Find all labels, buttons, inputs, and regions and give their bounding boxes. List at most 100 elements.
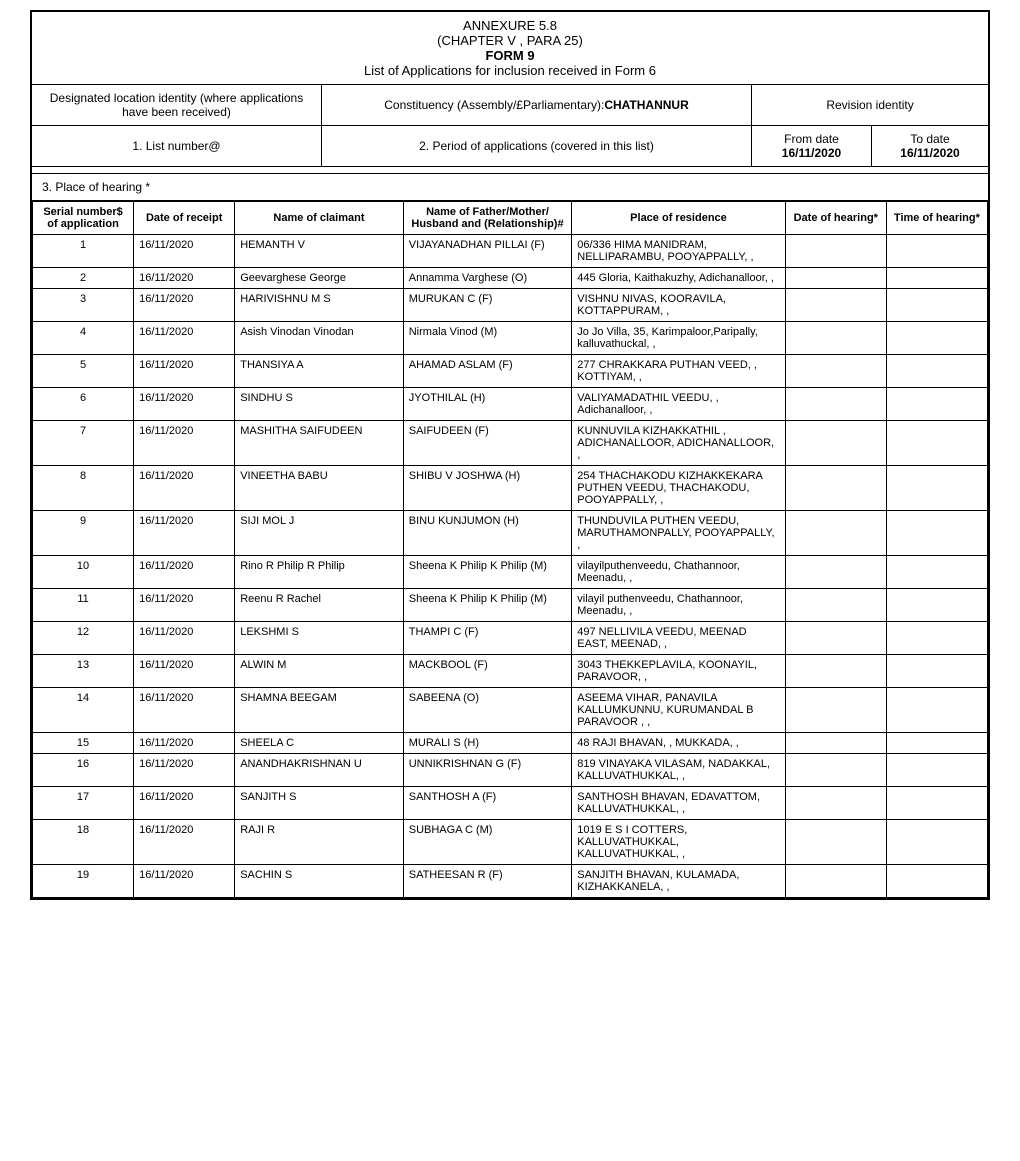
form-frame: ANNEXURE 5.8 (CHAPTER V , PARA 25) FORM …: [30, 10, 990, 900]
to-date-cell: To date 16/11/2020: [872, 126, 988, 166]
table-row: 416/11/2020Asish Vinodan VinodanNirmala …: [33, 322, 988, 355]
cell-residence: KUNNUVILA KIZHAKKATHIL , ADICHANALLOOR, …: [572, 421, 785, 466]
meta-row-1: Designated location identity (where appl…: [32, 85, 988, 126]
cell-time-hearing: [886, 754, 987, 787]
table-row: 1216/11/2020LEKSHMI STHAMPI C (F)497 NEL…: [33, 622, 988, 655]
cell-serial: 1: [33, 235, 134, 268]
cell-date: 16/11/2020: [134, 511, 235, 556]
cell-serial: 16: [33, 754, 134, 787]
cell-date-hearing: [785, 688, 886, 733]
cell-date-hearing: [785, 268, 886, 289]
cell-time-hearing: [886, 466, 987, 511]
table-row: 1016/11/2020Rino R Philip R PhilipSheena…: [33, 556, 988, 589]
table-row: 216/11/2020Geevarghese GeorgeAnnamma Var…: [33, 268, 988, 289]
cell-relation: Sheena K Philip K Philip (M): [403, 589, 572, 622]
cell-time-hearing: [886, 268, 987, 289]
chapter-title: (CHAPTER V , PARA 25): [42, 33, 978, 48]
cell-date: 16/11/2020: [134, 754, 235, 787]
cell-relation: VIJAYANADHAN PILLAI (F): [403, 235, 572, 268]
table-row: 516/11/2020THANSIYA AAHAMAD ASLAM (F)277…: [33, 355, 988, 388]
constituency-cell: Constituency (Assembly/£Parliamentary): …: [322, 85, 752, 125]
cell-relation: Nirmala Vinod (M): [403, 322, 572, 355]
cell-date-hearing: [785, 754, 886, 787]
cell-time-hearing: [886, 787, 987, 820]
cell-relation: BINU KUNJUMON (H): [403, 511, 572, 556]
cell-claimant: SHAMNA BEEGAM: [235, 688, 404, 733]
cell-claimant: SANJITH S: [235, 787, 404, 820]
table-row: 1116/11/2020Reenu R RachelSheena K Phili…: [33, 589, 988, 622]
cell-time-hearing: [886, 622, 987, 655]
cell-time-hearing: [886, 655, 987, 688]
cell-residence: 277 CHRAKKARA PUTHAN VEED, , KOTTIYAM, ,: [572, 355, 785, 388]
cell-relation: Sheena K Philip K Philip (M): [403, 556, 572, 589]
cell-relation: SANTHOSH A (F): [403, 787, 572, 820]
cell-serial: 8: [33, 466, 134, 511]
cell-relation: MACKBOOL (F): [403, 655, 572, 688]
cell-relation: MURUKAN C (F): [403, 289, 572, 322]
cell-date-hearing: [785, 511, 886, 556]
cell-residence: 06/336 HIMA MANIDRAM, NELLIPARAMBU, POOY…: [572, 235, 785, 268]
table-row: 616/11/2020SINDHU SJYOTHILAL (H)VALIYAMA…: [33, 388, 988, 421]
cell-time-hearing: [886, 733, 987, 754]
cell-claimant: MASHITHA SAIFUDEEN: [235, 421, 404, 466]
cell-time-hearing: [886, 388, 987, 421]
table-row: 1816/11/2020RAJI RSUBHAGA C (M)1019 E S …: [33, 820, 988, 865]
from-date-value: 16/11/2020: [782, 146, 841, 160]
cell-date: 16/11/2020: [134, 688, 235, 733]
cell-serial: 10: [33, 556, 134, 589]
col-time-hearing: Time of hearing*: [886, 202, 987, 235]
col-residence: Place of residence: [572, 202, 785, 235]
cell-residence: Jo Jo Villa, 35, Karimpaloor,Paripally, …: [572, 322, 785, 355]
table-row: 716/11/2020MASHITHA SAIFUDEENSAIFUDEEN (…: [33, 421, 988, 466]
cell-time-hearing: [886, 322, 987, 355]
cell-date-hearing: [785, 556, 886, 589]
cell-residence: VALIYAMADATHIL VEEDU, , Adichanalloor, ,: [572, 388, 785, 421]
cell-claimant: SHEELA C: [235, 733, 404, 754]
cell-time-hearing: [886, 820, 987, 865]
col-claimant: Name of claimant: [235, 202, 404, 235]
cell-date: 16/11/2020: [134, 655, 235, 688]
cell-serial: 13: [33, 655, 134, 688]
cell-serial: 9: [33, 511, 134, 556]
cell-serial: 6: [33, 388, 134, 421]
cell-time-hearing: [886, 289, 987, 322]
col-date-receipt: Date of receipt: [134, 202, 235, 235]
cell-date: 16/11/2020: [134, 421, 235, 466]
cell-date-hearing: [785, 355, 886, 388]
table-row: 1416/11/2020SHAMNA BEEGAMSABEENA (O)ASEE…: [33, 688, 988, 733]
cell-relation: AHAMAD ASLAM (F): [403, 355, 572, 388]
cell-claimant: HARIVISHNU M S: [235, 289, 404, 322]
cell-serial: 11: [33, 589, 134, 622]
from-date-cell: From date 16/11/2020: [752, 126, 872, 166]
table-row: 916/11/2020SIJI MOL JBINU KUNJUMON (H)TH…: [33, 511, 988, 556]
cell-residence: 819 VINAYAKA VILASAM, NADAKKAL, KALLUVAT…: [572, 754, 785, 787]
form-header: ANNEXURE 5.8 (CHAPTER V , PARA 25) FORM …: [32, 12, 988, 85]
cell-date-hearing: [785, 820, 886, 865]
cell-time-hearing: [886, 556, 987, 589]
cell-relation: Annamma Varghese (O): [403, 268, 572, 289]
cell-time-hearing: [886, 589, 987, 622]
table-row: 316/11/2020HARIVISHNU M SMURUKAN C (F)VI…: [33, 289, 988, 322]
cell-residence: 1019 E S I COTTERS, KALLUVATHUKKAL, KALL…: [572, 820, 785, 865]
cell-residence: SANTHOSH BHAVAN, EDAVATTOM, KALLUVATHUKK…: [572, 787, 785, 820]
cell-serial: 18: [33, 820, 134, 865]
cell-date: 16/11/2020: [134, 622, 235, 655]
cell-relation: SAIFUDEEN (F): [403, 421, 572, 466]
revision-identity-label: Revision identity: [752, 85, 988, 125]
cell-date: 16/11/2020: [134, 235, 235, 268]
cell-date-hearing: [785, 622, 886, 655]
cell-claimant: Geevarghese George: [235, 268, 404, 289]
cell-claimant: ALWIN M: [235, 655, 404, 688]
table-row: 816/11/2020VINEETHA BABUSHIBU V JOSHWA (…: [33, 466, 988, 511]
form-subtitle: List of Applications for inclusion recei…: [42, 63, 978, 78]
cell-date: 16/11/2020: [134, 820, 235, 865]
cell-time-hearing: [886, 511, 987, 556]
cell-date-hearing: [785, 655, 886, 688]
cell-date: 16/11/2020: [134, 289, 235, 322]
col-date-hearing: Date of hearing*: [785, 202, 886, 235]
cell-serial: 7: [33, 421, 134, 466]
cell-claimant: ANANDHAKRISHNAN U: [235, 754, 404, 787]
cell-relation: THAMPI C (F): [403, 622, 572, 655]
cell-date-hearing: [785, 235, 886, 268]
cell-residence: vilayil puthenveedu, Chathannoor, Meenad…: [572, 589, 785, 622]
